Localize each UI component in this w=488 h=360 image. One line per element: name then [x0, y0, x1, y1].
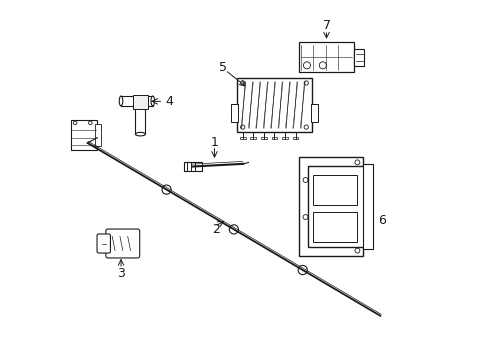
Bar [299, 42, 353, 72]
Bar [312, 175, 356, 205]
Text: 6: 6 [377, 214, 385, 227]
Bar [240, 136, 245, 139]
Ellipse shape [135, 132, 145, 136]
Text: 1: 1 [210, 136, 218, 149]
Ellipse shape [119, 96, 122, 106]
FancyBboxPatch shape [97, 234, 110, 253]
Bar [362, 164, 372, 249]
Bar [271, 136, 277, 139]
FancyBboxPatch shape [105, 229, 140, 258]
Bar [135, 108, 145, 134]
Bar [183, 162, 201, 171]
Bar [231, 104, 238, 122]
Bar [71, 120, 97, 150]
Text: 7: 7 [322, 19, 330, 32]
Text: 2: 2 [212, 223, 220, 236]
Bar [282, 136, 287, 139]
Bar [353, 49, 364, 66]
Polygon shape [299, 157, 362, 256]
Bar [94, 123, 101, 147]
Ellipse shape [135, 106, 145, 109]
Bar [292, 136, 298, 139]
Bar [121, 96, 152, 106]
Text: 5: 5 [218, 60, 226, 73]
Text: 3: 3 [117, 267, 125, 280]
Bar [132, 95, 148, 109]
Bar [312, 212, 356, 242]
Text: 4: 4 [165, 95, 173, 108]
Bar [310, 104, 317, 122]
Bar [261, 136, 266, 139]
Bar [237, 78, 311, 132]
Bar [250, 136, 256, 139]
Ellipse shape [151, 96, 154, 106]
